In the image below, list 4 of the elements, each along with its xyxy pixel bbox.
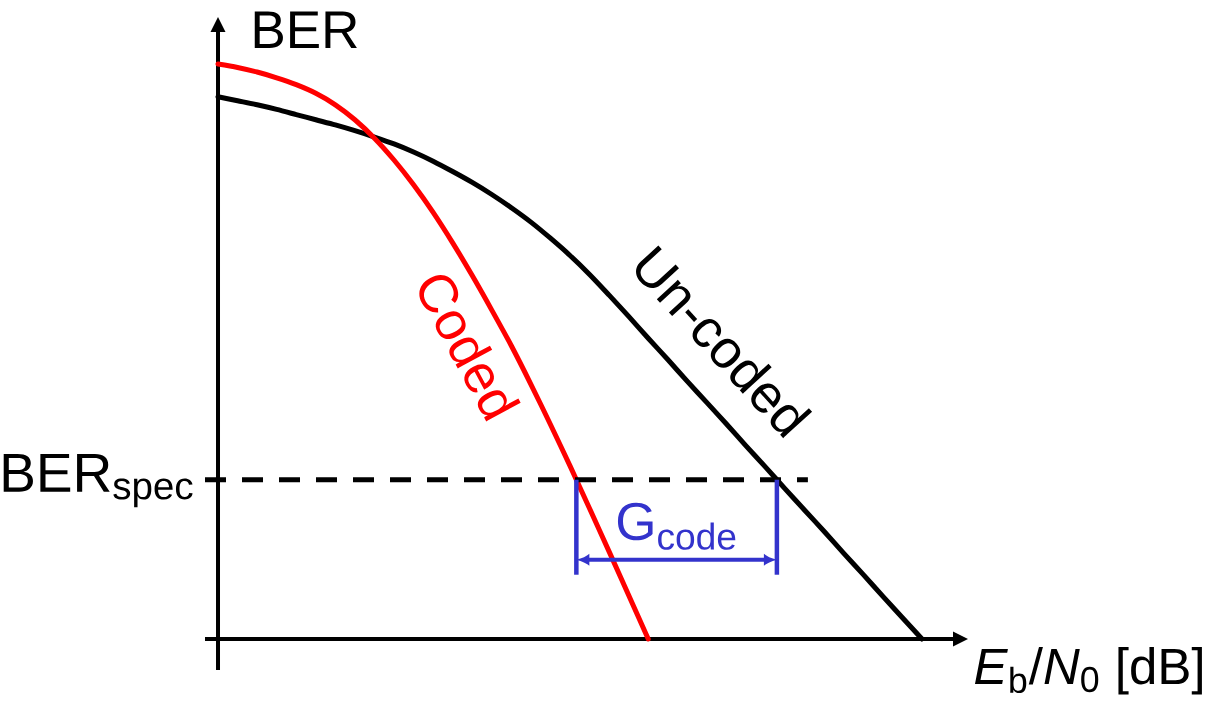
annotation: G$_{code}$ xyxy=(617,502,736,550)
x-axis-title: E$_{b}$/N$_{0}$ [dB] xyxy=(974,647,1202,695)
ref-line-label: BER$_{spec}$ xyxy=(3,453,193,508)
y-axis-title: BER xyxy=(254,11,357,48)
